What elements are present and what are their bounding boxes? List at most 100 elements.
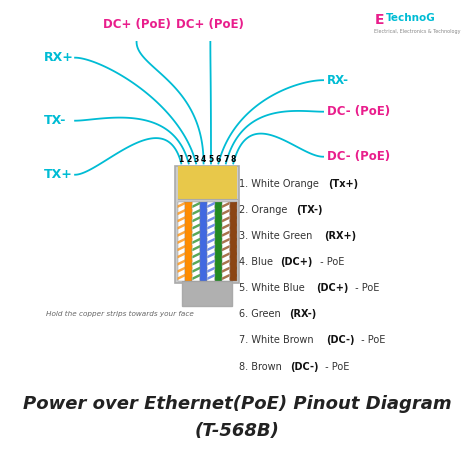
Polygon shape xyxy=(185,202,192,208)
Polygon shape xyxy=(178,266,185,273)
Polygon shape xyxy=(200,202,207,208)
Polygon shape xyxy=(215,231,222,237)
Text: 1. White Orange: 1. White Orange xyxy=(239,179,319,189)
Text: 6. Green: 6. Green xyxy=(239,309,284,319)
Polygon shape xyxy=(192,223,200,230)
Text: DC+ (PoE): DC+ (PoE) xyxy=(103,18,171,31)
Text: - PoE: - PoE xyxy=(357,335,385,345)
Text: 1: 1 xyxy=(179,155,184,164)
Polygon shape xyxy=(185,266,192,273)
Polygon shape xyxy=(207,216,215,222)
Polygon shape xyxy=(207,209,215,215)
Text: DC- (PoE): DC- (PoE) xyxy=(327,150,390,163)
Polygon shape xyxy=(178,245,185,251)
Polygon shape xyxy=(229,231,237,237)
Text: DC+ (PoE): DC+ (PoE) xyxy=(176,18,244,31)
Polygon shape xyxy=(192,202,200,208)
Polygon shape xyxy=(222,238,229,244)
Polygon shape xyxy=(222,216,229,222)
Text: (DC-): (DC-) xyxy=(326,335,355,345)
Polygon shape xyxy=(178,260,185,265)
Polygon shape xyxy=(192,266,200,273)
Text: - PoE: - PoE xyxy=(322,361,349,371)
Polygon shape xyxy=(178,231,185,237)
Polygon shape xyxy=(192,238,200,244)
Text: 5. White Blue: 5. White Blue xyxy=(239,283,308,293)
Text: - PoE: - PoE xyxy=(317,257,344,267)
Polygon shape xyxy=(200,238,207,244)
Polygon shape xyxy=(229,209,237,215)
Text: TX-: TX- xyxy=(45,114,67,127)
Polygon shape xyxy=(207,274,215,280)
Polygon shape xyxy=(207,238,215,244)
Polygon shape xyxy=(200,223,207,230)
Polygon shape xyxy=(178,209,185,215)
Polygon shape xyxy=(185,209,192,215)
Bar xyxy=(178,202,185,280)
Polygon shape xyxy=(222,245,229,251)
Text: 5: 5 xyxy=(209,155,214,164)
Polygon shape xyxy=(222,209,229,215)
Polygon shape xyxy=(207,245,215,251)
Polygon shape xyxy=(200,216,207,222)
Polygon shape xyxy=(207,223,215,230)
Polygon shape xyxy=(200,209,207,215)
Polygon shape xyxy=(185,252,192,259)
Polygon shape xyxy=(215,260,222,265)
Polygon shape xyxy=(200,274,207,280)
Polygon shape xyxy=(207,260,215,265)
Polygon shape xyxy=(229,245,237,251)
Text: 7: 7 xyxy=(223,155,228,164)
Text: 4. Blue: 4. Blue xyxy=(239,257,276,267)
Polygon shape xyxy=(192,245,200,251)
Polygon shape xyxy=(215,216,222,222)
Polygon shape xyxy=(229,274,237,280)
Text: 8. Brown: 8. Brown xyxy=(239,361,285,371)
Text: 2. Orange: 2. Orange xyxy=(239,205,291,215)
Polygon shape xyxy=(185,231,192,237)
Polygon shape xyxy=(192,209,200,215)
Text: (DC+): (DC+) xyxy=(281,257,313,267)
Text: (RX+): (RX+) xyxy=(324,231,356,241)
Polygon shape xyxy=(222,260,229,265)
Polygon shape xyxy=(178,274,185,280)
Bar xyxy=(178,166,237,199)
Polygon shape xyxy=(229,238,237,244)
Bar xyxy=(175,166,239,283)
Bar xyxy=(229,202,237,280)
Bar xyxy=(207,202,215,280)
Polygon shape xyxy=(229,252,237,259)
Polygon shape xyxy=(215,209,222,215)
Text: TechnoG: TechnoG xyxy=(386,13,436,23)
Text: 3: 3 xyxy=(193,155,199,164)
Polygon shape xyxy=(229,260,237,265)
Polygon shape xyxy=(207,202,215,208)
Text: Power over Ethernet(PoE) Pinout Diagram: Power over Ethernet(PoE) Pinout Diagram xyxy=(23,395,451,413)
Polygon shape xyxy=(178,238,185,244)
Polygon shape xyxy=(200,245,207,251)
Polygon shape xyxy=(192,260,200,265)
Polygon shape xyxy=(200,231,207,237)
Text: (TX-): (TX-) xyxy=(297,205,323,215)
Polygon shape xyxy=(229,202,237,208)
Bar xyxy=(192,202,200,280)
Polygon shape xyxy=(185,260,192,265)
Polygon shape xyxy=(229,216,237,222)
Text: 7. White Brown: 7. White Brown xyxy=(239,335,317,345)
Polygon shape xyxy=(200,266,207,273)
Text: (DC-): (DC-) xyxy=(291,361,319,371)
Text: TX+: TX+ xyxy=(45,168,73,181)
Text: E: E xyxy=(374,13,384,27)
Polygon shape xyxy=(215,274,222,280)
Polygon shape xyxy=(222,202,229,208)
Text: Electrical, Electronics & Technology: Electrical, Electronics & Technology xyxy=(374,29,461,34)
Text: (T-568B): (T-568B) xyxy=(194,422,280,440)
Polygon shape xyxy=(215,202,222,208)
Text: 8: 8 xyxy=(230,155,236,164)
Polygon shape xyxy=(185,238,192,244)
Bar xyxy=(215,202,222,280)
Polygon shape xyxy=(222,274,229,280)
Polygon shape xyxy=(200,260,207,265)
Polygon shape xyxy=(178,202,185,208)
Bar xyxy=(200,202,207,280)
